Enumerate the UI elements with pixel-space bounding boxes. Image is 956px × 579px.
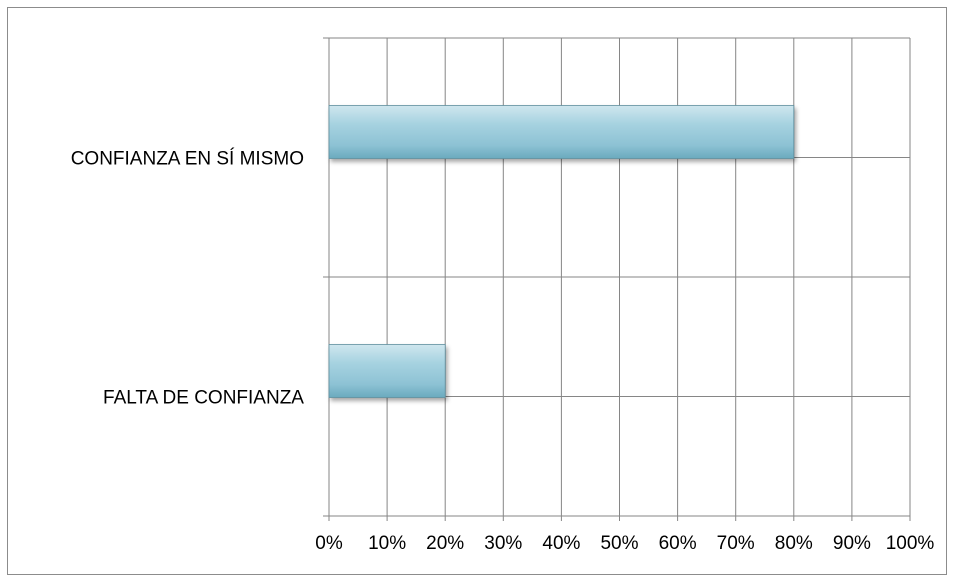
bar-falta-de-confianza <box>328 344 446 398</box>
x-tick-label: 30% <box>484 533 522 554</box>
x-tick-label: 20% <box>426 533 464 554</box>
x-tick-label: 50% <box>600 533 638 554</box>
grid-lines <box>329 37 911 516</box>
category-label: FALTA DE CONFIANZA <box>103 388 304 409</box>
x-tick-label: 0% <box>315 533 343 554</box>
bar-confianza-en-si-mismo <box>328 105 795 159</box>
x-tick-label: 100% <box>886 533 935 554</box>
x-tick-label: 70% <box>717 533 755 554</box>
chart-area <box>7 7 947 575</box>
x-tick-label: 40% <box>542 533 580 554</box>
category-label: CONFIANZA EN SÍ MISMO <box>71 149 304 170</box>
x-tick-label: 80% <box>775 533 813 554</box>
x-tick-label: 90% <box>833 533 871 554</box>
x-tick-label: 10% <box>368 533 406 554</box>
bars <box>328 105 795 398</box>
labels: 0% 10% 20% 30% 40% 50% 60% 70% 80% 90% 100% CONFIAN… <box>71 149 935 555</box>
x-tick-label: 60% <box>659 533 697 554</box>
